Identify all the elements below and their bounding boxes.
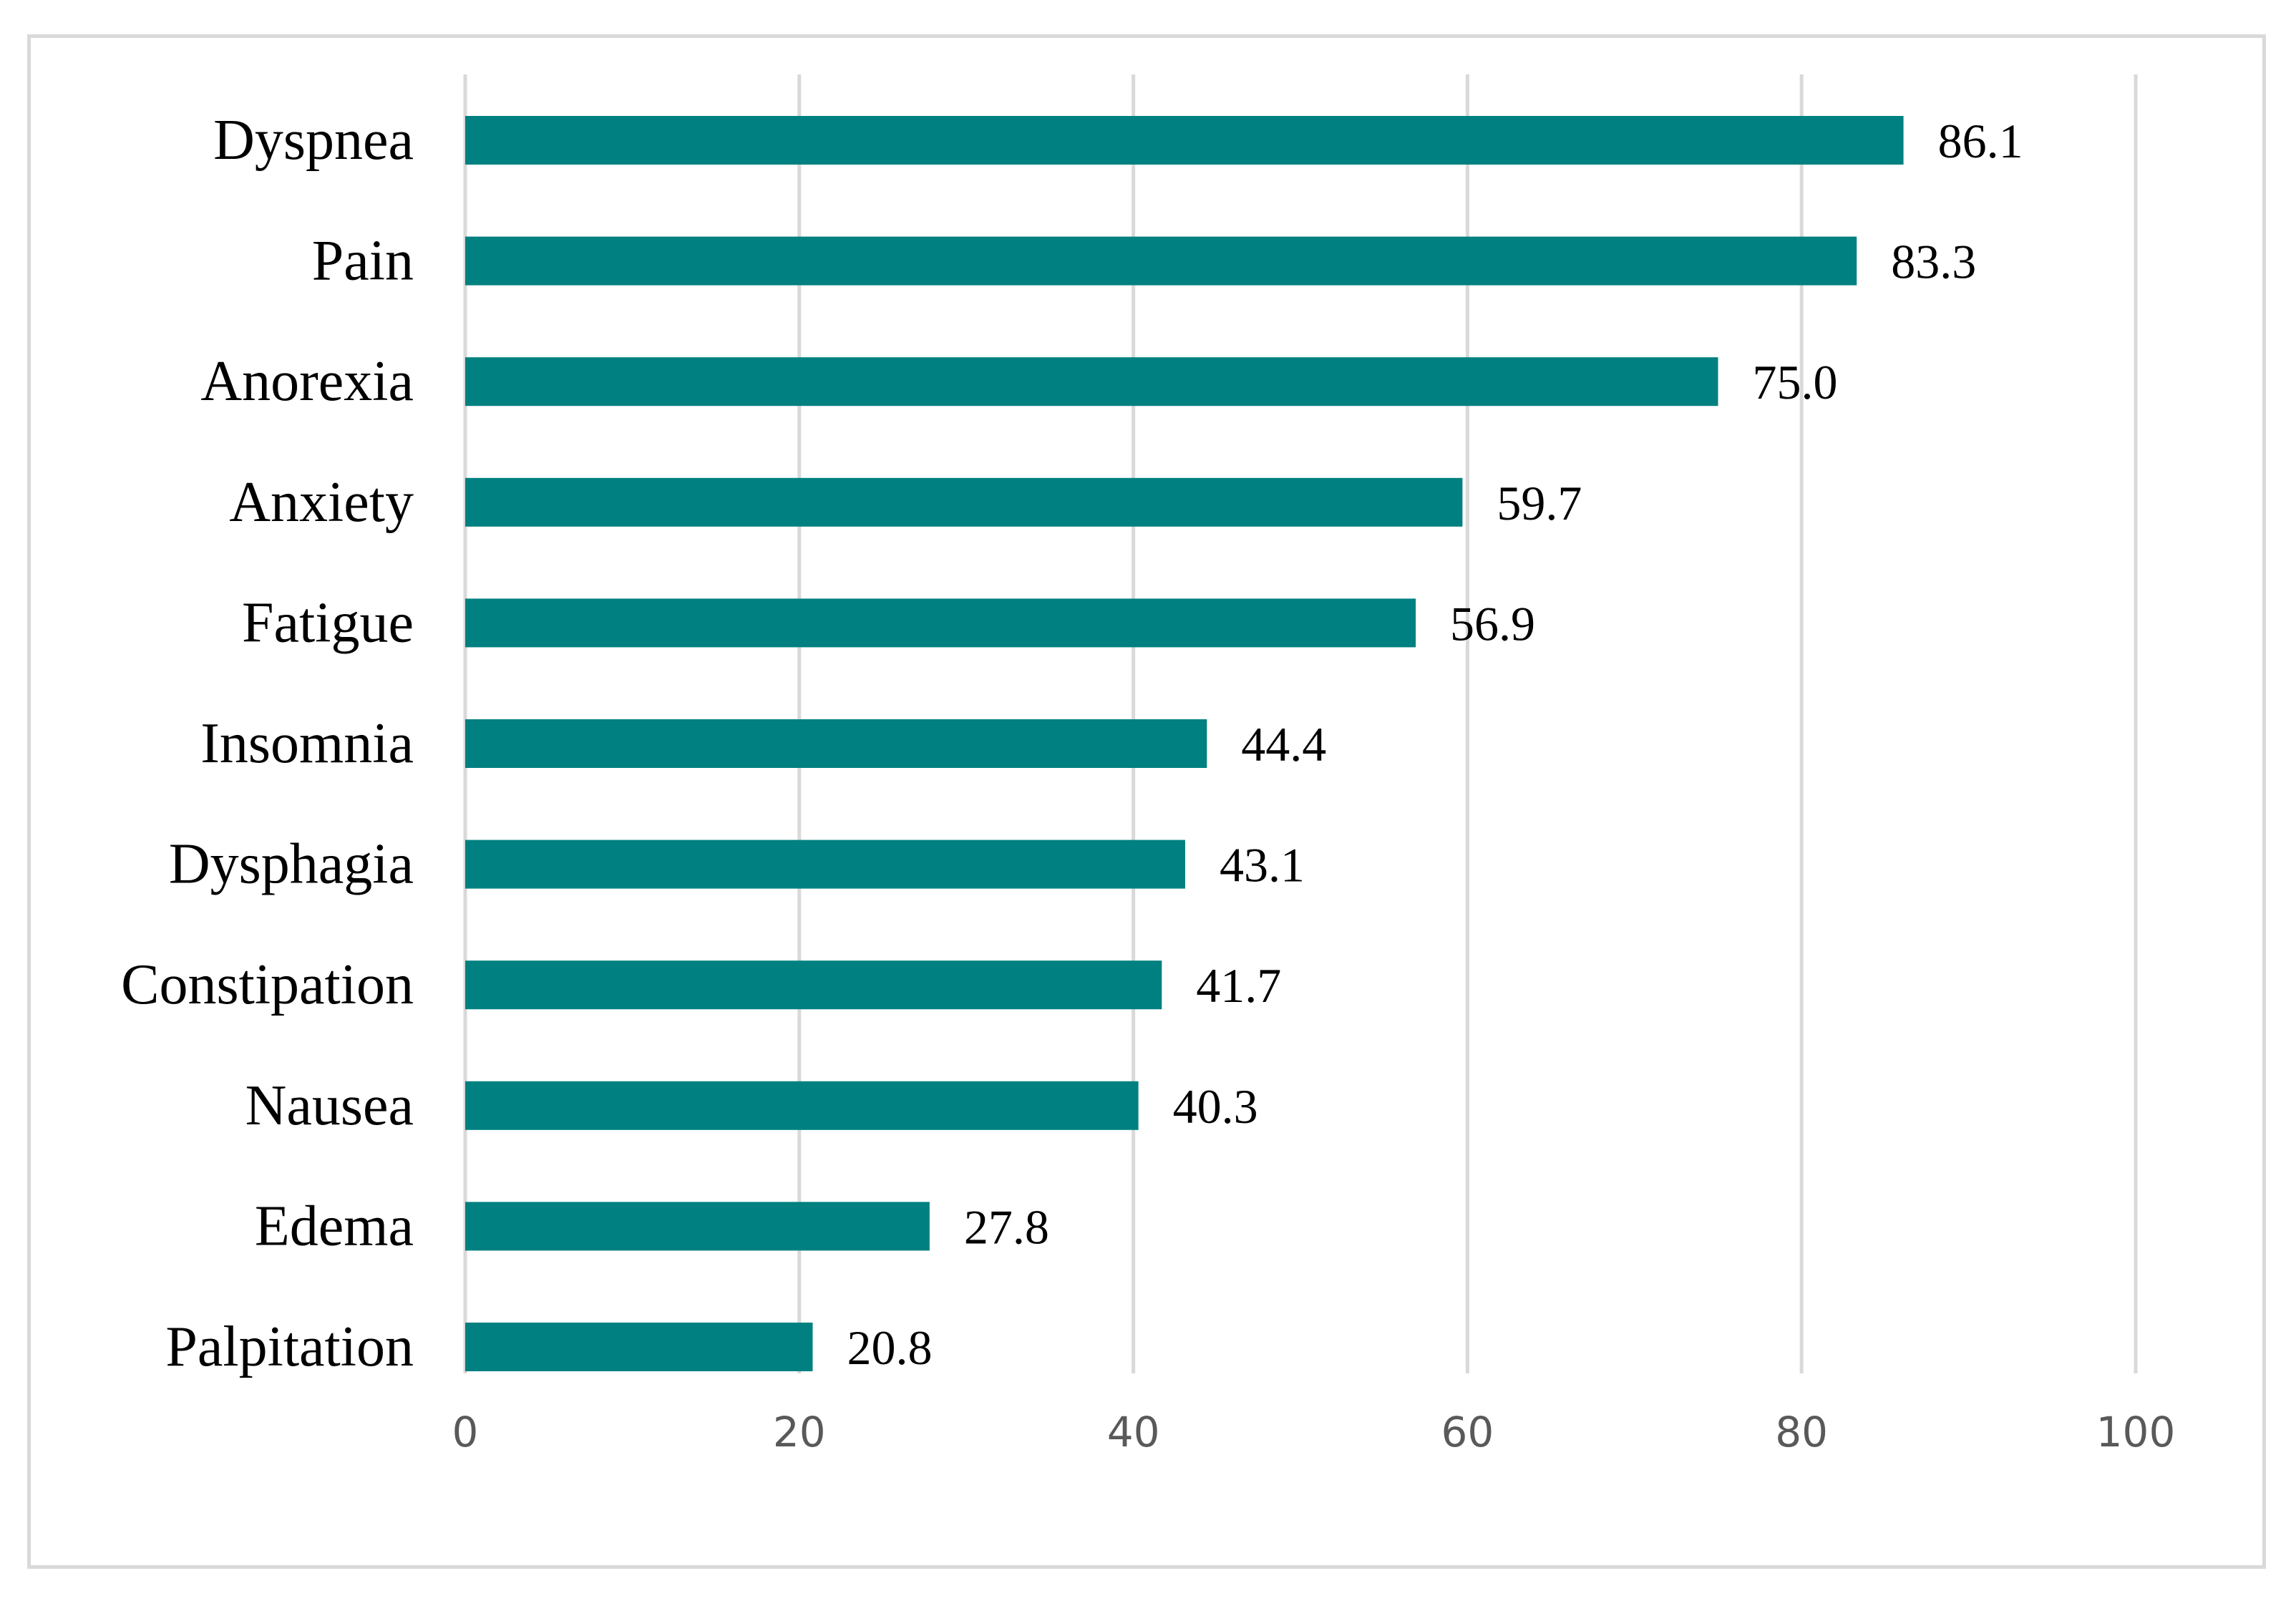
- chart-frame: Dyspnea Pain Anorexia Anxiety Fatigue Insomni…: [27, 34, 2266, 1569]
- category-label-insomnia: Insomnia: [200, 712, 414, 775]
- category-labels: Dyspnea Pain Anorexia Anxiety Fatigue Insomni…: [121, 109, 414, 1378]
- value-label-constipation: 41.7: [1196, 958, 1281, 1013]
- bar-pain: [465, 236, 1857, 286]
- x-tick-label-100: 100: [2096, 1408, 2176, 1456]
- value-label-pain: 83.3: [1891, 235, 1976, 289]
- category-label-edema: Edema: [255, 1194, 414, 1257]
- bar-constipation: [465, 960, 1162, 1010]
- value-label-anxiety: 59.7: [1497, 476, 1582, 530]
- category-label-nausea: Nausea: [245, 1074, 414, 1137]
- bar-edema: [465, 1202, 930, 1251]
- value-label-palpitation: 20.8: [847, 1320, 932, 1375]
- bar-dysphagia: [465, 840, 1185, 889]
- bar-insomnia: [465, 719, 1207, 768]
- value-label-dyspnea: 86.1: [1938, 114, 2023, 168]
- category-label-anxiety: Anxiety: [229, 471, 414, 534]
- x-tick-label-60: 60: [1441, 1408, 1494, 1456]
- category-label-palpitation: Palpitation: [165, 1315, 414, 1378]
- category-label-dyspnea: Dyspnea: [213, 109, 414, 172]
- bar-fatigue: [465, 598, 1416, 648]
- bar-nausea: [465, 1081, 1139, 1130]
- x-axis-tick-labels: 0 20 40 60 80 100: [452, 1408, 2176, 1456]
- bar-dyspnea: [465, 116, 1904, 165]
- category-label-constipation: Constipation: [121, 953, 414, 1016]
- value-labels: 86.1 83.3 75.0 59.7 56.9 44.4 43.1 41.7 40.3 27.8…: [847, 114, 2023, 1375]
- category-label-anorexia: Anorexia: [200, 350, 414, 413]
- category-label-fatigue: Fatigue: [242, 591, 414, 654]
- category-label-pain: Pain: [312, 230, 414, 293]
- x-tick-label-80: 80: [1775, 1408, 1828, 1456]
- bar-anxiety: [465, 477, 1463, 527]
- bars: [465, 116, 1904, 1371]
- bar-palpitation: [465, 1323, 813, 1371]
- x-tick-label-0: 0: [452, 1408, 479, 1456]
- x-tick-label-40: 40: [1107, 1408, 1160, 1456]
- value-label-nausea: 40.3: [1173, 1079, 1258, 1134]
- category-label-dysphagia: Dysphagia: [169, 833, 414, 896]
- value-label-insomnia: 44.4: [1241, 717, 1326, 772]
- value-label-anorexia: 75.0: [1753, 355, 1838, 409]
- value-label-edema: 27.8: [964, 1199, 1049, 1254]
- value-label-fatigue: 56.9: [1450, 596, 1535, 651]
- value-label-dysphagia: 43.1: [1220, 838, 1305, 892]
- bar-anorexia: [465, 357, 1718, 407]
- x-tick-label-20: 20: [773, 1408, 826, 1456]
- bar-chart: Dyspnea Pain Anorexia Anxiety Fatigue Insomni…: [121, 74, 2176, 1456]
